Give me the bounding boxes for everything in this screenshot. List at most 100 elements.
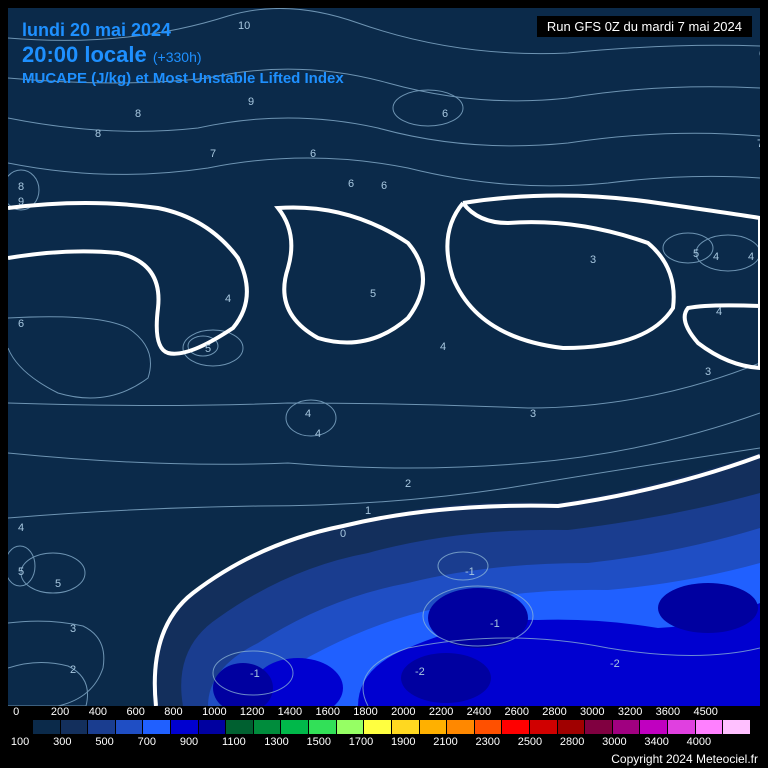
contour-value-label: 0 [338,528,348,540]
contour-value-label: 3 [703,366,713,378]
contour-value-label: -1 [463,566,477,578]
contour-value-label: 9 [16,196,26,208]
contour-value-label: 4 [303,408,313,420]
colorbar-cell [336,720,364,734]
time-value: 20:00 locale [22,42,147,67]
colorbar-cell [639,720,667,734]
colorbar-tick-top: 400 [89,706,127,718]
contour-value-label: 4 [223,293,233,305]
colorbar-tick-bottom: 1100 [222,736,264,748]
copyright-text: Copyright 2024 Meteociel.fr [611,752,758,766]
colorbar-cell [391,720,419,734]
colorbar-tick-top: 3000 [580,706,618,718]
contour-value-label: 1 [363,505,373,517]
lead-time: (+330h) [153,49,202,65]
colorbar-cell [446,720,474,734]
colorbar-top-labels: 0200400600800100012001400160018002000220… [32,706,750,718]
colorbar-cell [722,720,750,734]
colorbar-cell [142,720,170,734]
colorbar-tick-top: 200 [51,706,89,718]
weather-map-container: 106986877689663544456544344321045532-1-1… [0,0,768,768]
contour-value-label: 9 [246,96,256,108]
contour-value-label: 5 [203,343,213,355]
colorbar-tick-bottom: 4000 [687,736,729,748]
colorbar: 0200400600800100012001400160018002000220… [8,706,760,752]
contour-value-label: 6 [379,180,389,192]
colorbar-cell [612,720,640,734]
colorbar-cell [557,720,585,734]
colorbar-tick-bottom: 300 [53,736,95,748]
colorbar-tick-top: 800 [164,706,202,718]
colorbar-cells [32,720,750,734]
contour-value-label: 5 [691,248,701,260]
contour-value-label: 8 [93,128,103,140]
colorbar-cell [529,720,557,734]
colorbar-tick-top: 0 [13,706,51,718]
contour-value-label: 8 [16,181,26,193]
contour-value-label: 3 [528,408,538,420]
colorbar-cell [225,720,253,734]
colorbar-tick-bottom: 500 [95,736,137,748]
contour-value-label: 4 [438,341,448,353]
colorbar-cell [170,720,198,734]
contour-value-label: 4 [714,306,724,318]
contour-value-label: 10 [236,20,252,32]
colorbar-tick-bottom: 3400 [644,736,686,748]
contour-value-label: 5 [368,288,378,300]
colorbar-cell [419,720,447,734]
colorbar-tick-top: 1600 [315,706,353,718]
contour-value-label: 3 [68,623,78,635]
contour-value-label: 7 [755,138,760,150]
colorbar-tick-bottom: 1500 [307,736,349,748]
colorbar-tick-bottom: 2100 [433,736,475,748]
contour-value-label: 3 [588,254,598,266]
colorbar-cell [87,720,115,734]
colorbar-tick-bottom: 1300 [264,736,306,748]
forecast-date: lundi 20 mai 2024 [22,20,171,41]
colorbar-tick-top: 1000 [202,706,240,718]
colorbar-tick-top: 1200 [240,706,278,718]
contour-value-label: -1 [248,668,262,680]
colorbar-cell [115,720,143,734]
colorbar-tick-top: 3200 [618,706,656,718]
colorbar-cell [501,720,529,734]
colorbar-tick-bottom: 2800 [560,736,602,748]
colorbar-tick-bottom: 100 [11,736,53,748]
colorbar-cell [584,720,612,734]
map-canvas: 106986877689663544456544344321045532-1-1… [8,8,760,706]
colorbar-bottom-labels: 1003005007009001100130015001700190021002… [32,736,750,748]
colorbar-tick-bottom: 1900 [391,736,433,748]
colorbar-tick-bottom: 900 [180,736,222,748]
contour-layer [8,8,760,706]
colorbar-tick-top: 4500 [693,706,731,718]
colorbar-cell [308,720,336,734]
colorbar-tick-bottom: 2300 [475,736,517,748]
colorbar-cell [198,720,226,734]
contour-value-label: 6 [757,48,760,60]
colorbar-cell [60,720,88,734]
colorbar-tick-top: 2800 [542,706,580,718]
contour-value-label: 6 [346,178,356,190]
contour-value-label: 5 [16,566,26,578]
contour-value-label: 4 [16,522,26,534]
colorbar-cell [695,720,723,734]
colorbar-tick-top: 2000 [391,706,429,718]
contour-value-label: 2 [68,664,78,676]
colorbar-tick-top: 2200 [429,706,467,718]
colorbar-tick-bottom: 700 [138,736,180,748]
contour-value-label: -2 [413,666,427,678]
model-run-box: Run GFS 0Z du mardi 7 mai 2024 [537,16,752,37]
colorbar-cell [253,720,281,734]
colorbar-tick-top: 2600 [504,706,542,718]
contour-value-label: 4 [711,251,721,263]
colorbar-cell [280,720,308,734]
colorbar-tick-bottom: 1700 [349,736,391,748]
contour-value-label: 7 [208,148,218,160]
contour-value-label: 6 [308,148,318,160]
colorbar-cell [363,720,391,734]
colorbar-cell [32,720,60,734]
contour-value-label: 6 [440,108,450,120]
contour-value-label: 8 [133,108,143,120]
colorbar-tick-top: 3600 [656,706,694,718]
contour-value-label: -1 [488,618,502,630]
